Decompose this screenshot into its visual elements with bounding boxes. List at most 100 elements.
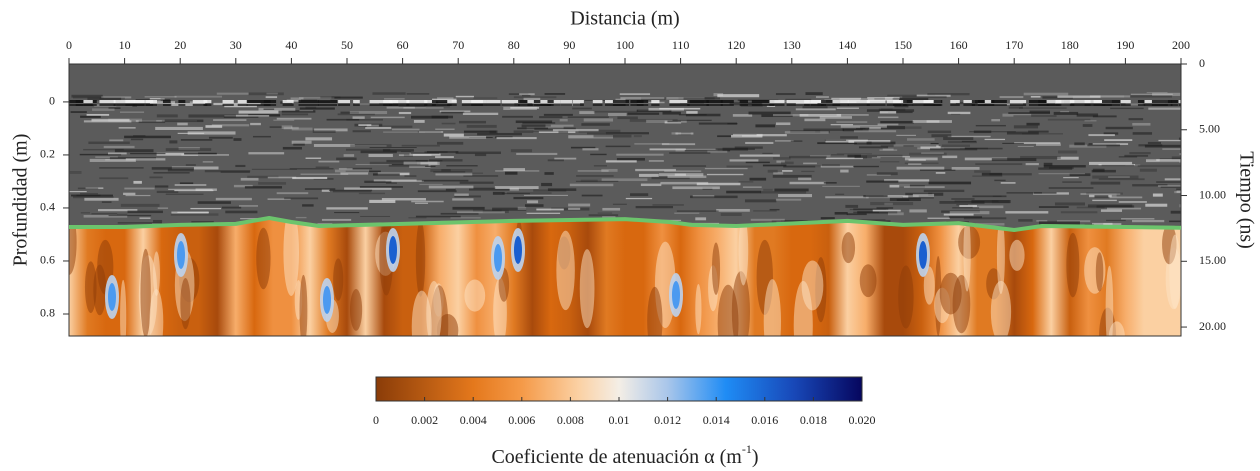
reflection [738, 181, 754, 183]
reflection [326, 118, 360, 121]
reflection [1089, 161, 1133, 165]
reflection [383, 131, 425, 133]
colorbar-tick-label: 0.014 [703, 413, 730, 427]
reflection [638, 173, 659, 177]
reflection [1019, 107, 1067, 109]
reflection [1096, 205, 1135, 208]
surface-reflection [178, 104, 186, 106]
reflection [569, 183, 614, 187]
surface-reflection [501, 100, 520, 103]
reflection [123, 192, 136, 196]
reflection [425, 104, 450, 108]
reflection [860, 126, 906, 130]
reflection [912, 193, 935, 197]
reflection [276, 192, 309, 195]
surface-reflection [651, 104, 660, 106]
surface-reflection [369, 104, 393, 106]
reflection [866, 141, 896, 145]
x-tick-label: 20 [174, 38, 186, 52]
surface-reflection [133, 104, 154, 106]
reflection [340, 172, 369, 175]
reflection [304, 188, 336, 190]
reflection [1063, 176, 1079, 179]
reflection [739, 154, 780, 157]
reflection [258, 182, 287, 185]
surface-reflection [821, 104, 841, 106]
reflection [174, 95, 222, 98]
reflection [648, 107, 684, 111]
reflection [605, 160, 637, 163]
reflection [391, 128, 420, 131]
surface-reflection [338, 100, 351, 103]
reflection [1132, 122, 1151, 126]
reflection [664, 170, 702, 172]
reflection [869, 127, 881, 130]
reflection [345, 170, 381, 173]
reflection [433, 171, 466, 173]
reflection [320, 96, 341, 99]
reflection [99, 177, 129, 180]
surface-reflection [706, 104, 723, 106]
reflection [975, 163, 1023, 166]
reflection [836, 114, 869, 116]
reflection [87, 97, 122, 101]
reflection [1164, 178, 1181, 181]
reflection [398, 111, 412, 115]
reflection [821, 164, 840, 168]
reflection [727, 122, 738, 125]
surface-reflection [222, 100, 234, 103]
reflection [1053, 111, 1079, 115]
reflection [974, 170, 991, 173]
surface-reflection [592, 104, 603, 106]
surface-reflection [1178, 104, 1181, 106]
reflection [672, 186, 720, 190]
reflection [866, 174, 891, 176]
reflection [171, 103, 206, 106]
reflection [1000, 182, 1016, 184]
reflection [114, 149, 154, 153]
surface-reflection [991, 104, 1007, 106]
reflection [171, 211, 209, 214]
attenuation-high [323, 286, 331, 314]
reflection [97, 209, 138, 212]
surface-reflection [406, 104, 428, 106]
reflection [108, 214, 152, 217]
reflection [612, 203, 627, 205]
reflection [678, 97, 715, 100]
reflection [1054, 202, 1085, 206]
reflection [809, 155, 831, 157]
surface-reflection [933, 104, 943, 106]
x-axis-title: Distancia (m) [570, 8, 679, 30]
surface-reflection [237, 100, 248, 103]
x-tick-label: 190 [1116, 38, 1134, 52]
x-tick-label: 0 [66, 38, 72, 52]
reflection [767, 169, 778, 173]
reflection [866, 154, 903, 158]
attenuation-streak [996, 218, 1005, 295]
attenuation-streak [256, 227, 271, 290]
reflection [817, 142, 857, 145]
reflection [107, 152, 127, 155]
x-tick-label: 50 [341, 38, 353, 52]
reflection [213, 119, 247, 122]
reflection [896, 198, 910, 201]
reflection [729, 102, 762, 106]
reflection [305, 106, 317, 109]
surface-reflection [518, 104, 534, 106]
reflection [1069, 173, 1091, 177]
reflection [1089, 95, 1131, 98]
reflection [905, 192, 933, 196]
attenuation-streak [556, 230, 575, 311]
surface-reflection [720, 104, 734, 106]
reflection [802, 106, 828, 109]
reflection [139, 217, 151, 220]
reflection [187, 131, 236, 135]
reflection [1158, 139, 1181, 142]
reflection [907, 138, 935, 141]
reflection [889, 184, 910, 188]
reflection [634, 143, 670, 145]
reflection [999, 96, 1024, 99]
reflection [421, 179, 469, 182]
reflection [887, 126, 922, 129]
reflection [388, 164, 429, 167]
